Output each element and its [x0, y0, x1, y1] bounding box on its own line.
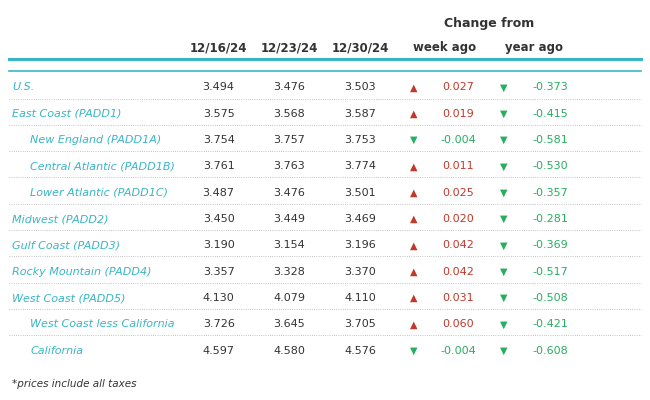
- Text: West Coast (PADD5): West Coast (PADD5): [12, 293, 126, 303]
- Text: 3.726: 3.726: [203, 319, 235, 329]
- Text: ▼: ▼: [500, 82, 507, 92]
- Text: -0.369: -0.369: [533, 240, 569, 250]
- Text: 3.487: 3.487: [203, 188, 235, 198]
- Text: 0.020: 0.020: [443, 214, 474, 224]
- Text: ▼: ▼: [500, 240, 507, 250]
- Text: ▼: ▼: [410, 346, 417, 356]
- Text: New England (PADD1A): New England (PADD1A): [31, 135, 162, 145]
- Text: ▼: ▼: [500, 293, 507, 303]
- Text: East Coast (PADD1): East Coast (PADD1): [12, 109, 122, 119]
- Text: 0.042: 0.042: [443, 240, 474, 250]
- Text: ▲: ▲: [410, 162, 417, 172]
- Text: 3.754: 3.754: [203, 135, 235, 145]
- Text: 4.079: 4.079: [274, 293, 305, 303]
- Text: 0.027: 0.027: [443, 82, 474, 92]
- Text: 3.753: 3.753: [344, 135, 376, 145]
- Text: ▲: ▲: [410, 188, 417, 198]
- Text: 3.763: 3.763: [274, 162, 305, 172]
- Text: Gulf Coast (PADD3): Gulf Coast (PADD3): [12, 240, 120, 250]
- Text: 3.761: 3.761: [203, 162, 235, 172]
- Text: -0.517: -0.517: [533, 267, 569, 277]
- Text: ▼: ▼: [500, 135, 507, 145]
- Text: year ago: year ago: [506, 41, 564, 54]
- Text: -0.581: -0.581: [533, 135, 569, 145]
- Text: 4.597: 4.597: [203, 346, 235, 356]
- Text: 12/30/24: 12/30/24: [332, 41, 389, 54]
- Text: 4.110: 4.110: [344, 293, 376, 303]
- Text: 3.503: 3.503: [344, 82, 376, 92]
- Text: -0.421: -0.421: [532, 319, 569, 329]
- Text: -0.281: -0.281: [532, 214, 569, 224]
- Text: Midwest (PADD2): Midwest (PADD2): [12, 214, 109, 224]
- Text: ▲: ▲: [410, 267, 417, 277]
- Text: -0.530: -0.530: [533, 162, 568, 172]
- Text: California: California: [31, 346, 84, 356]
- Text: 4.580: 4.580: [274, 346, 305, 356]
- Text: ▲: ▲: [410, 319, 417, 329]
- Text: Lower Atlantic (PADD1C): Lower Atlantic (PADD1C): [31, 188, 168, 198]
- Text: 3.449: 3.449: [274, 214, 305, 224]
- Text: 3.645: 3.645: [274, 319, 305, 329]
- Text: 4.576: 4.576: [344, 346, 376, 356]
- Text: Change from: Change from: [444, 17, 534, 30]
- Text: 0.011: 0.011: [443, 162, 474, 172]
- Text: 0.019: 0.019: [443, 109, 474, 119]
- Text: ▲: ▲: [410, 109, 417, 119]
- Text: 4.130: 4.130: [203, 293, 235, 303]
- Text: ▼: ▼: [500, 109, 507, 119]
- Text: 0.031: 0.031: [443, 293, 474, 303]
- Text: ▼: ▼: [500, 162, 507, 172]
- Text: 3.450: 3.450: [203, 214, 235, 224]
- Text: 3.476: 3.476: [274, 188, 305, 198]
- Text: -0.004: -0.004: [441, 135, 476, 145]
- Text: ▲: ▲: [410, 293, 417, 303]
- Text: West Coast less California: West Coast less California: [31, 319, 175, 329]
- Text: 3.494: 3.494: [203, 82, 235, 92]
- Text: ▼: ▼: [410, 135, 417, 145]
- Text: 3.196: 3.196: [344, 240, 376, 250]
- Text: 12/16/24: 12/16/24: [190, 41, 248, 54]
- Text: 3.705: 3.705: [344, 319, 376, 329]
- Text: 12/23/24: 12/23/24: [261, 41, 318, 54]
- Text: -0.373: -0.373: [533, 82, 569, 92]
- Text: ▲: ▲: [410, 240, 417, 250]
- Text: 3.190: 3.190: [203, 240, 235, 250]
- Text: 3.154: 3.154: [274, 240, 305, 250]
- Text: 0.042: 0.042: [443, 267, 474, 277]
- Text: 3.476: 3.476: [274, 82, 305, 92]
- Text: ▼: ▼: [500, 346, 507, 356]
- Text: 3.357: 3.357: [203, 267, 235, 277]
- Text: -0.357: -0.357: [533, 188, 569, 198]
- Text: 0.025: 0.025: [443, 188, 474, 198]
- Text: 3.501: 3.501: [344, 188, 376, 198]
- Text: 3.575: 3.575: [203, 109, 235, 119]
- Text: ▼: ▼: [500, 188, 507, 198]
- Text: -0.415: -0.415: [533, 109, 569, 119]
- Text: ▼: ▼: [500, 214, 507, 224]
- Text: *prices include all taxes: *prices include all taxes: [12, 378, 137, 388]
- Text: Rocky Mountain (PADD4): Rocky Mountain (PADD4): [12, 267, 152, 277]
- Text: Central Atlantic (PADD1B): Central Atlantic (PADD1B): [31, 162, 176, 172]
- Text: week ago: week ago: [413, 41, 476, 54]
- Text: ▲: ▲: [410, 82, 417, 92]
- Text: -0.004: -0.004: [441, 346, 476, 356]
- Text: 0.060: 0.060: [443, 319, 474, 329]
- Text: U.S.: U.S.: [12, 82, 34, 92]
- Text: ▲: ▲: [410, 214, 417, 224]
- Text: 3.469: 3.469: [344, 214, 376, 224]
- Text: 3.587: 3.587: [344, 109, 376, 119]
- Text: -0.508: -0.508: [533, 293, 569, 303]
- Text: 3.757: 3.757: [274, 135, 305, 145]
- Text: 3.568: 3.568: [274, 109, 305, 119]
- Text: 3.328: 3.328: [274, 267, 305, 277]
- Text: ▼: ▼: [500, 319, 507, 329]
- Text: 3.774: 3.774: [344, 162, 376, 172]
- Text: -0.608: -0.608: [533, 346, 569, 356]
- Text: ▼: ▼: [500, 267, 507, 277]
- Text: 3.370: 3.370: [344, 267, 376, 277]
